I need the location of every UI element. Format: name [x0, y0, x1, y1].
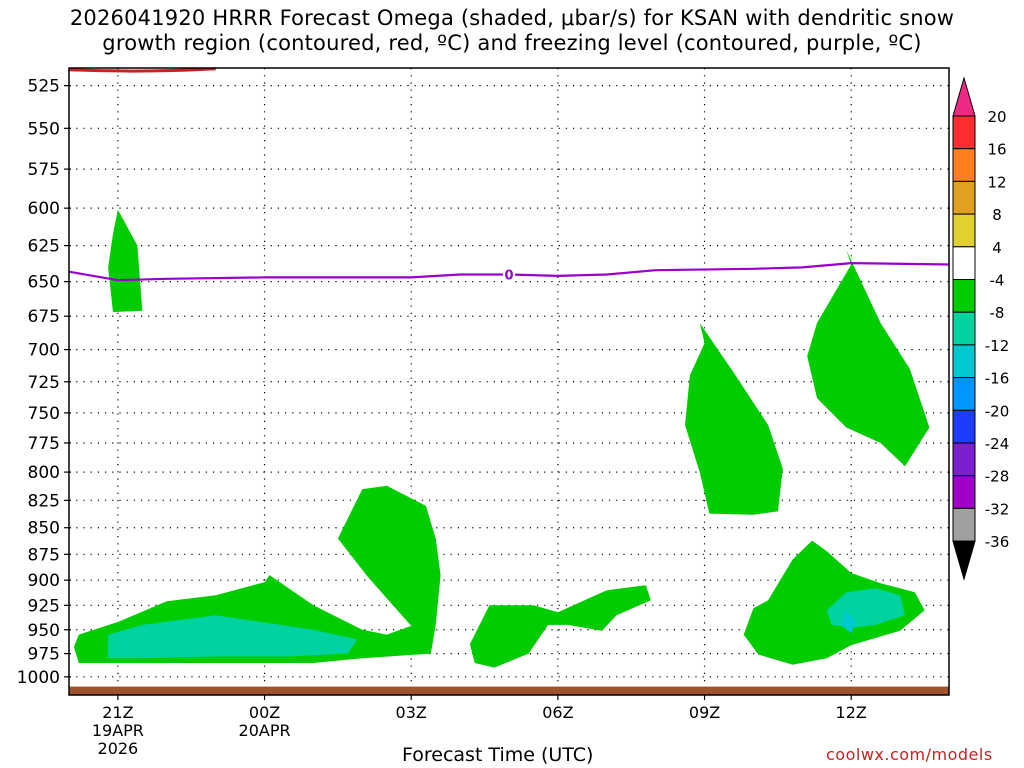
y-tick-label-775: 775	[28, 434, 60, 454]
x-tick-label-09Z-1: 09Z	[689, 703, 720, 722]
omega-region-0	[108, 209, 143, 313]
y-tick-label-825: 825	[28, 491, 60, 511]
contour-lines: 0	[68, 67, 950, 284]
colorbar-swatch-11	[952, 475, 976, 509]
colorbar-swatch-12	[952, 507, 976, 542]
freezing-level-label: 0	[504, 269, 513, 284]
x-axis-title: Forecast Time (UTC)	[402, 744, 594, 766]
omega-region-3	[685, 323, 783, 515]
colorbar-swatch-5	[952, 279, 976, 313]
colorbar-bottom-arrow	[952, 540, 976, 581]
y-tick-label-700: 700	[28, 341, 60, 361]
y-tick-label-900: 900	[28, 571, 60, 591]
freezing-level-line	[68, 261, 950, 282]
omega-region-6	[108, 615, 358, 659]
colorbar-swatch-7	[952, 344, 976, 379]
chart-title-line1: 2026041920 HRRR Forecast Omega (shaded, …	[69, 6, 955, 30]
colorbar-swatch-10	[952, 442, 976, 477]
colorbar-label-7: -12	[985, 337, 1010, 355]
colorbar-label-13: -36	[985, 533, 1010, 551]
y-tick-label-925: 925	[28, 596, 60, 616]
y-tick-label-975: 975	[28, 645, 60, 665]
colorbar-label-6: -8	[990, 304, 1005, 322]
colorbar-swatch-9	[952, 409, 976, 444]
y-tick-label-750: 750	[28, 404, 60, 424]
colorbar-label-0: 20	[987, 108, 1006, 126]
omega-region-5	[743, 540, 925, 665]
x-tick-label-21Z-3: 2026	[98, 739, 139, 758]
colorbar-swatch-2	[952, 180, 976, 215]
colorbar-swatch-1	[952, 148, 976, 182]
y-tick-label-800: 800	[28, 463, 60, 483]
omega-region-4	[807, 250, 930, 467]
colorbar-label-2: 12	[987, 173, 1006, 191]
colorbar-swatch-0	[952, 115, 976, 150]
omega-region-2	[469, 585, 651, 668]
omega-shading	[73, 209, 930, 668]
surface-layer	[69, 686, 949, 695]
colorbar-swatch-4	[952, 246, 976, 281]
y-tick-label-600: 600	[28, 199, 60, 219]
y-tick-label-725: 725	[28, 373, 60, 393]
omega-region-8	[841, 610, 857, 634]
x-tick-label-12Z-1: 12Z	[836, 703, 867, 722]
chart-title: 2026041920 HRRR Forecast Omega (shaded, …	[0, 6, 1024, 56]
colorbar-label-5: -4	[990, 272, 1005, 290]
y-tick-label-950: 950	[28, 621, 60, 641]
colorbar-label-8: -16	[985, 370, 1010, 388]
dgz-contour-line	[68, 67, 216, 73]
colorbar-swatch-3	[952, 213, 976, 248]
y-tick-label-525: 525	[28, 77, 60, 97]
colorbar-label-3: 8	[992, 206, 1002, 224]
colorbar-top-arrow	[952, 76, 976, 117]
colorbar-label-1: 16	[987, 141, 1006, 159]
y-tick-label-1000: 1000	[17, 668, 60, 688]
y-tick-label-625: 625	[28, 237, 60, 257]
y-tick-label-850: 850	[28, 519, 60, 539]
y-tick-label-650: 650	[28, 273, 60, 293]
x-tick-label-00Z-2: 20APR	[239, 721, 291, 740]
x-tick-label-21Z-1: 21Z	[102, 703, 133, 722]
x-tick-label-21Z-2: 19APR	[92, 721, 144, 740]
chart-title-line2: growth region (contoured, red, ºC) and f…	[102, 31, 922, 55]
colorbar-swatch-8	[952, 377, 976, 411]
y-tick-label-550: 550	[28, 119, 60, 139]
y-axis: 525 550 575 600 625 650 675 700 725 750 775 800 825 8…	[17, 77, 71, 688]
colorbar-swatch-6	[952, 311, 976, 346]
credit-label: coolwx.com/models	[826, 745, 993, 764]
surface-band	[69, 686, 949, 695]
y-tick-label-875: 875	[28, 545, 60, 565]
colorbar-label-9: -20	[985, 402, 1010, 420]
colorbar-label-4: 4	[992, 239, 1002, 257]
colorbar-label-12: -32	[985, 500, 1010, 518]
y-tick-label-575: 575	[28, 160, 60, 180]
freezing-level-label-bg	[503, 266, 515, 283]
y-tick-label-675: 675	[28, 307, 60, 327]
x-tick-label-03Z-1: 03Z	[396, 703, 427, 722]
colorbar-label-10: -24	[985, 435, 1010, 453]
omega-region-1	[73, 485, 441, 663]
colorbar-label-11: -28	[985, 468, 1010, 486]
x-tick-label-06Z-1: 06Z	[542, 703, 573, 722]
x-tick-label-00Z-1: 00Z	[249, 703, 280, 722]
omega-colorbar: 20 16 12 8 4 -4 -8 -12 -16 -20 -24 -28 -32 -36	[952, 76, 1010, 581]
